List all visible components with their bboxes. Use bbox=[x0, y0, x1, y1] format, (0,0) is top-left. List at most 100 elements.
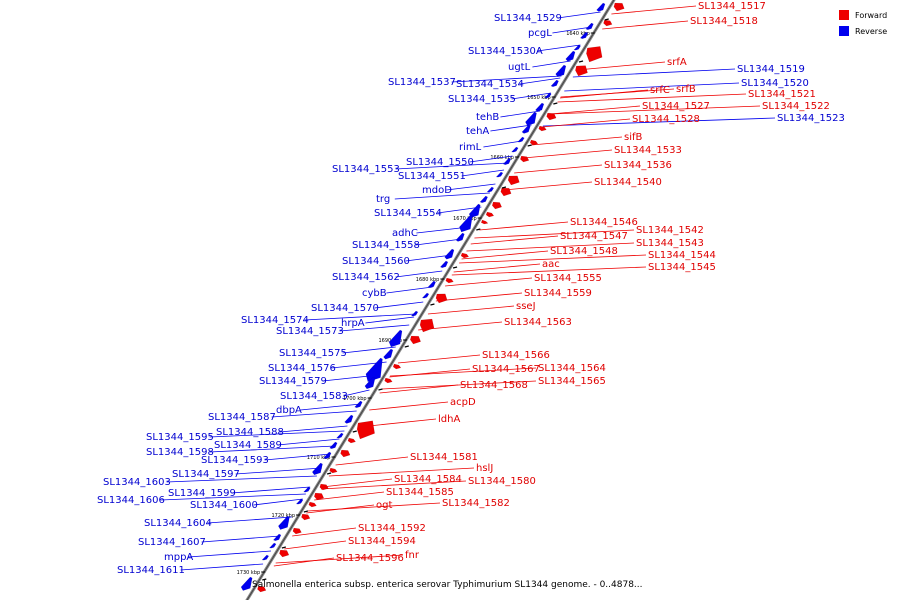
reverse-feature bbox=[535, 102, 545, 112]
reverse-gene-leader-line bbox=[209, 445, 336, 453]
reverse-gene-label: SL1344_1562 bbox=[332, 272, 400, 283]
reverse-gene-leader-line bbox=[343, 389, 370, 397]
reverse-gene-label: SL1344_1583 bbox=[280, 391, 348, 402]
forward-gene-label: SL1344_1563 bbox=[504, 317, 572, 328]
forward-gene-label: sseJ bbox=[516, 301, 536, 312]
legend-forward-swatch bbox=[839, 10, 849, 20]
forward-gene-label: SL1344_1547 bbox=[560, 231, 628, 242]
reverse-feature bbox=[573, 44, 581, 51]
feature-marker bbox=[452, 266, 458, 269]
forward-gene-label: srfA bbox=[667, 57, 687, 68]
forward-gene-leader-line bbox=[369, 401, 449, 411]
feature-marker bbox=[553, 102, 558, 105]
reverse-gene-label: SL1344_1593 bbox=[201, 455, 269, 466]
reverse-gene-leader-line bbox=[511, 92, 552, 100]
reverse-gene-leader-line bbox=[483, 140, 522, 148]
reverse-gene-label: SL1344_1573 bbox=[276, 326, 344, 337]
reverse-gene-leader-line bbox=[532, 60, 571, 68]
forward-feature bbox=[460, 252, 470, 259]
forward-gene-leader-line bbox=[397, 354, 481, 364]
forward-feature bbox=[301, 513, 311, 521]
forward-gene-label: fnr bbox=[405, 550, 420, 561]
forward-gene-label: SL1344_1542 bbox=[636, 225, 704, 236]
forward-feature bbox=[356, 420, 375, 440]
reverse-feature bbox=[388, 329, 403, 348]
reverse-gene-leader-line bbox=[277, 438, 340, 446]
forward-gene-leader-line bbox=[307, 502, 441, 512]
reverse-feature bbox=[410, 310, 419, 317]
reverse-gene-leader-line bbox=[446, 183, 496, 191]
reverse-gene-label: rimL bbox=[459, 142, 482, 153]
reverse-gene-label: SL1344_1607 bbox=[138, 537, 206, 548]
forward-gene-label: ldhA bbox=[438, 414, 460, 425]
feature-marker bbox=[404, 345, 409, 348]
reverse-gene-label: SL1344_1606 bbox=[97, 495, 165, 506]
reverse-feature bbox=[517, 136, 525, 143]
reverse-feature bbox=[261, 554, 270, 561]
forward-gene-label: SL1344_1559 bbox=[524, 288, 592, 299]
reverse-gene-leader-line bbox=[405, 254, 453, 262]
forward-gene-label: SL1344_1527 bbox=[642, 101, 710, 112]
reverse-gene-label: SL1344_1589 bbox=[214, 440, 282, 451]
reverse-gene-label: SL1344_1534 bbox=[456, 79, 524, 90]
forward-gene-leader-line bbox=[322, 478, 393, 488]
reverse-gene-label: SL1344_1550 bbox=[406, 157, 474, 168]
forward-gene-label: SL1344_1566 bbox=[482, 350, 550, 361]
reverse-gene-leader-line bbox=[461, 169, 505, 177]
reverse-gene-label: SL1344_1574 bbox=[241, 315, 309, 326]
forward-gene-label: SL1344_1548 bbox=[550, 246, 618, 257]
reverse-gene-leader-line bbox=[395, 270, 443, 278]
forward-feature bbox=[308, 501, 317, 508]
reverse-feature bbox=[579, 31, 589, 40]
reverse-gene-label: SL1344_1553 bbox=[332, 164, 400, 175]
forward-gene-leader-line bbox=[523, 149, 613, 159]
legend-reverse-swatch bbox=[839, 26, 849, 36]
forward-gene-label: SL1344_1581 bbox=[410, 452, 478, 463]
forward-gene-label: SL1344_1521 bbox=[748, 89, 816, 100]
forward-feature bbox=[347, 437, 357, 444]
reverse-feature bbox=[268, 542, 277, 549]
forward-gene-leader-line bbox=[390, 367, 537, 377]
forward-gene-label: SL1344_1596 bbox=[336, 553, 404, 564]
reverse-feature bbox=[565, 50, 576, 62]
reverse-gene-leader-line bbox=[542, 117, 776, 127]
reverse-gene-label: ugtL bbox=[508, 62, 531, 73]
forward-gene-label: SL1344_1544 bbox=[648, 250, 716, 261]
forward-gene-leader-line bbox=[557, 93, 747, 103]
reverse-gene-label: SL1344_1599 bbox=[168, 488, 236, 499]
reverse-gene-leader-line bbox=[339, 324, 410, 332]
forward-gene-leader-line bbox=[379, 384, 459, 394]
forward-gene-leader-line bbox=[273, 557, 335, 567]
reverse-gene-label: SL1344_1611 bbox=[117, 565, 185, 576]
reverse-gene-label: tehB bbox=[476, 112, 499, 123]
forward-feature bbox=[520, 155, 530, 163]
forward-feature bbox=[546, 112, 557, 121]
forward-feature bbox=[538, 125, 547, 132]
feature-marker bbox=[281, 546, 286, 549]
reverse-gene-label: SL1344_1587 bbox=[208, 412, 276, 423]
forward-gene-leader-line bbox=[474, 229, 635, 239]
reverse-feature bbox=[455, 232, 465, 242]
forward-feature bbox=[613, 2, 625, 12]
reverse-gene-leader-line bbox=[537, 44, 581, 52]
reverse-gene-leader-line bbox=[160, 493, 306, 501]
forward-gene-label: SL1344_1540 bbox=[594, 177, 662, 188]
forward-feature bbox=[435, 293, 448, 304]
reverse-gene-leader-line bbox=[564, 82, 740, 92]
reverse-gene-label: SL1344_1579 bbox=[259, 376, 327, 387]
reverse-gene-label: SL1344_1604 bbox=[144, 518, 212, 529]
feature-marker bbox=[604, 18, 609, 21]
reverse-gene-leader-line bbox=[500, 110, 541, 118]
reverse-gene-label: SL1344_1570 bbox=[311, 303, 379, 314]
reverse-feature bbox=[521, 124, 531, 134]
reverse-gene-label: trg bbox=[376, 194, 390, 205]
feature-marker bbox=[303, 510, 309, 513]
reverse-gene-label: SL1344_1595 bbox=[146, 432, 214, 443]
forward-gene-leader-line bbox=[577, 61, 666, 71]
forward-gene-label: SL1344_1528 bbox=[632, 114, 700, 125]
reverse-gene-leader-line bbox=[365, 316, 415, 324]
reverse-gene-leader-line bbox=[166, 475, 317, 483]
forward-feature bbox=[409, 335, 421, 345]
forward-gene-label: SL1344_1568 bbox=[460, 380, 528, 391]
reverse-gene-leader-line bbox=[235, 467, 322, 475]
